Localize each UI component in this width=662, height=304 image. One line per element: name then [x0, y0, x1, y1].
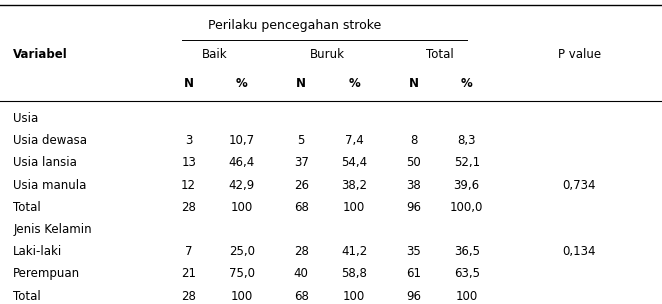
Text: 5: 5 [297, 134, 305, 147]
Text: 10,7: 10,7 [228, 134, 255, 147]
Text: 26: 26 [294, 179, 308, 192]
Text: Baik: Baik [203, 48, 228, 61]
Text: 100: 100 [343, 290, 365, 302]
Text: 21: 21 [181, 268, 196, 280]
Text: 35: 35 [406, 245, 421, 258]
Text: Buruk: Buruk [310, 48, 345, 61]
Text: %: % [236, 77, 248, 90]
Text: Perempuan: Perempuan [13, 268, 80, 280]
Text: 39,6: 39,6 [453, 179, 480, 192]
Text: %: % [348, 77, 360, 90]
Text: %: % [461, 77, 473, 90]
Text: 36,5: 36,5 [453, 245, 480, 258]
Text: 40: 40 [294, 268, 308, 280]
Text: 50: 50 [406, 157, 421, 169]
Text: Usia manula: Usia manula [13, 179, 87, 192]
Text: Laki-laki: Laki-laki [13, 245, 62, 258]
Text: 37: 37 [294, 157, 308, 169]
Text: 100: 100 [343, 201, 365, 214]
Text: 0,734: 0,734 [563, 179, 596, 192]
Text: 0,134: 0,134 [563, 245, 596, 258]
Text: 41,2: 41,2 [341, 245, 367, 258]
Text: 7,4: 7,4 [345, 134, 363, 147]
Text: Usia lansia: Usia lansia [13, 157, 77, 169]
Text: Perilaku pencegahan stroke: Perilaku pencegahan stroke [208, 19, 381, 32]
Text: Total: Total [426, 48, 454, 61]
Text: N: N [408, 77, 419, 90]
Text: 54,4: 54,4 [341, 157, 367, 169]
Text: Total: Total [13, 201, 41, 214]
Text: 38: 38 [406, 179, 421, 192]
Text: 58,8: 58,8 [341, 268, 367, 280]
Text: 38,2: 38,2 [341, 179, 367, 192]
Text: 28: 28 [294, 245, 308, 258]
Text: Total: Total [13, 290, 41, 302]
Text: 13: 13 [181, 157, 196, 169]
Text: 46,4: 46,4 [228, 157, 255, 169]
Text: 63,5: 63,5 [453, 268, 480, 280]
Text: 28: 28 [181, 201, 196, 214]
Text: 7: 7 [185, 245, 193, 258]
Text: 61: 61 [406, 268, 421, 280]
Text: 8: 8 [410, 134, 418, 147]
Text: 28: 28 [181, 290, 196, 302]
Text: Jenis Kelamin: Jenis Kelamin [13, 223, 92, 236]
Text: 75,0: 75,0 [228, 268, 255, 280]
Text: 96: 96 [406, 290, 421, 302]
Text: Variabel: Variabel [13, 48, 68, 61]
Text: 68: 68 [294, 290, 308, 302]
Text: 100: 100 [230, 201, 253, 214]
Text: N: N [183, 77, 194, 90]
Text: 100: 100 [455, 290, 478, 302]
Text: 52,1: 52,1 [453, 157, 480, 169]
Text: N: N [296, 77, 307, 90]
Text: 100: 100 [230, 290, 253, 302]
Text: 3: 3 [185, 134, 193, 147]
Text: 8,3: 8,3 [457, 134, 476, 147]
Text: 42,9: 42,9 [228, 179, 255, 192]
Text: Usia dewasa: Usia dewasa [13, 134, 87, 147]
Text: 96: 96 [406, 201, 421, 214]
Text: 100,0: 100,0 [450, 201, 483, 214]
Text: Usia: Usia [13, 112, 38, 125]
Text: 25,0: 25,0 [228, 245, 255, 258]
Text: 12: 12 [181, 179, 196, 192]
Text: 68: 68 [294, 201, 308, 214]
Text: P value: P value [557, 48, 601, 61]
